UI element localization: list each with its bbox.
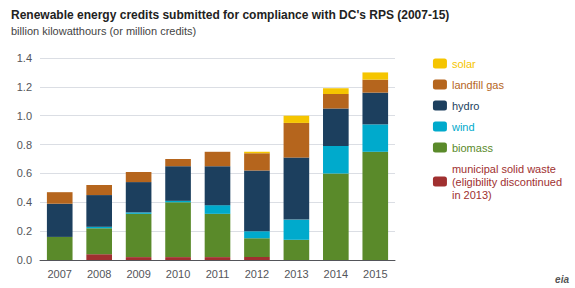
svg-text:2013: 2013: [284, 268, 308, 280]
svg-text:(eligibility discontinued: (eligibility discontinued: [452, 176, 562, 188]
svg-text:0.8: 0.8: [17, 139, 32, 151]
svg-text:hydro: hydro: [452, 100, 480, 112]
svg-text:2012: 2012: [245, 268, 269, 280]
svg-text:2009: 2009: [126, 268, 150, 280]
svg-text:landfill gas: landfill gas: [452, 79, 504, 91]
svg-text:biomass: biomass: [452, 142, 493, 154]
svg-text:2015: 2015: [363, 268, 387, 280]
svg-text:solar: solar: [452, 58, 476, 70]
svg-text:0.0: 0.0: [17, 254, 32, 266]
svg-text:2011: 2011: [206, 268, 230, 280]
svg-text:0.2: 0.2: [17, 225, 32, 237]
svg-text:1.4: 1.4: [17, 52, 32, 64]
svg-text:1.0: 1.0: [17, 110, 32, 122]
svg-text:eia: eia: [555, 274, 569, 285]
svg-text:wind: wind: [451, 121, 475, 133]
svg-text:2008: 2008: [87, 268, 111, 280]
svg-text:Renewable energy credits submi: Renewable energy credits submitted for c…: [11, 8, 449, 22]
svg-text:1.2: 1.2: [17, 81, 32, 93]
svg-text:2007: 2007: [47, 268, 71, 280]
svg-text:municipal solid waste: municipal solid waste: [452, 163, 556, 175]
svg-text:0.4: 0.4: [17, 196, 32, 208]
svg-text:billion kilowatthours (or mill: billion kilowatthours (or million credit…: [11, 25, 196, 37]
svg-text:2014: 2014: [324, 268, 348, 280]
svg-text:0.6: 0.6: [17, 167, 32, 179]
svg-text:in 2013): in 2013): [452, 189, 492, 201]
svg-text:2010: 2010: [166, 268, 190, 280]
